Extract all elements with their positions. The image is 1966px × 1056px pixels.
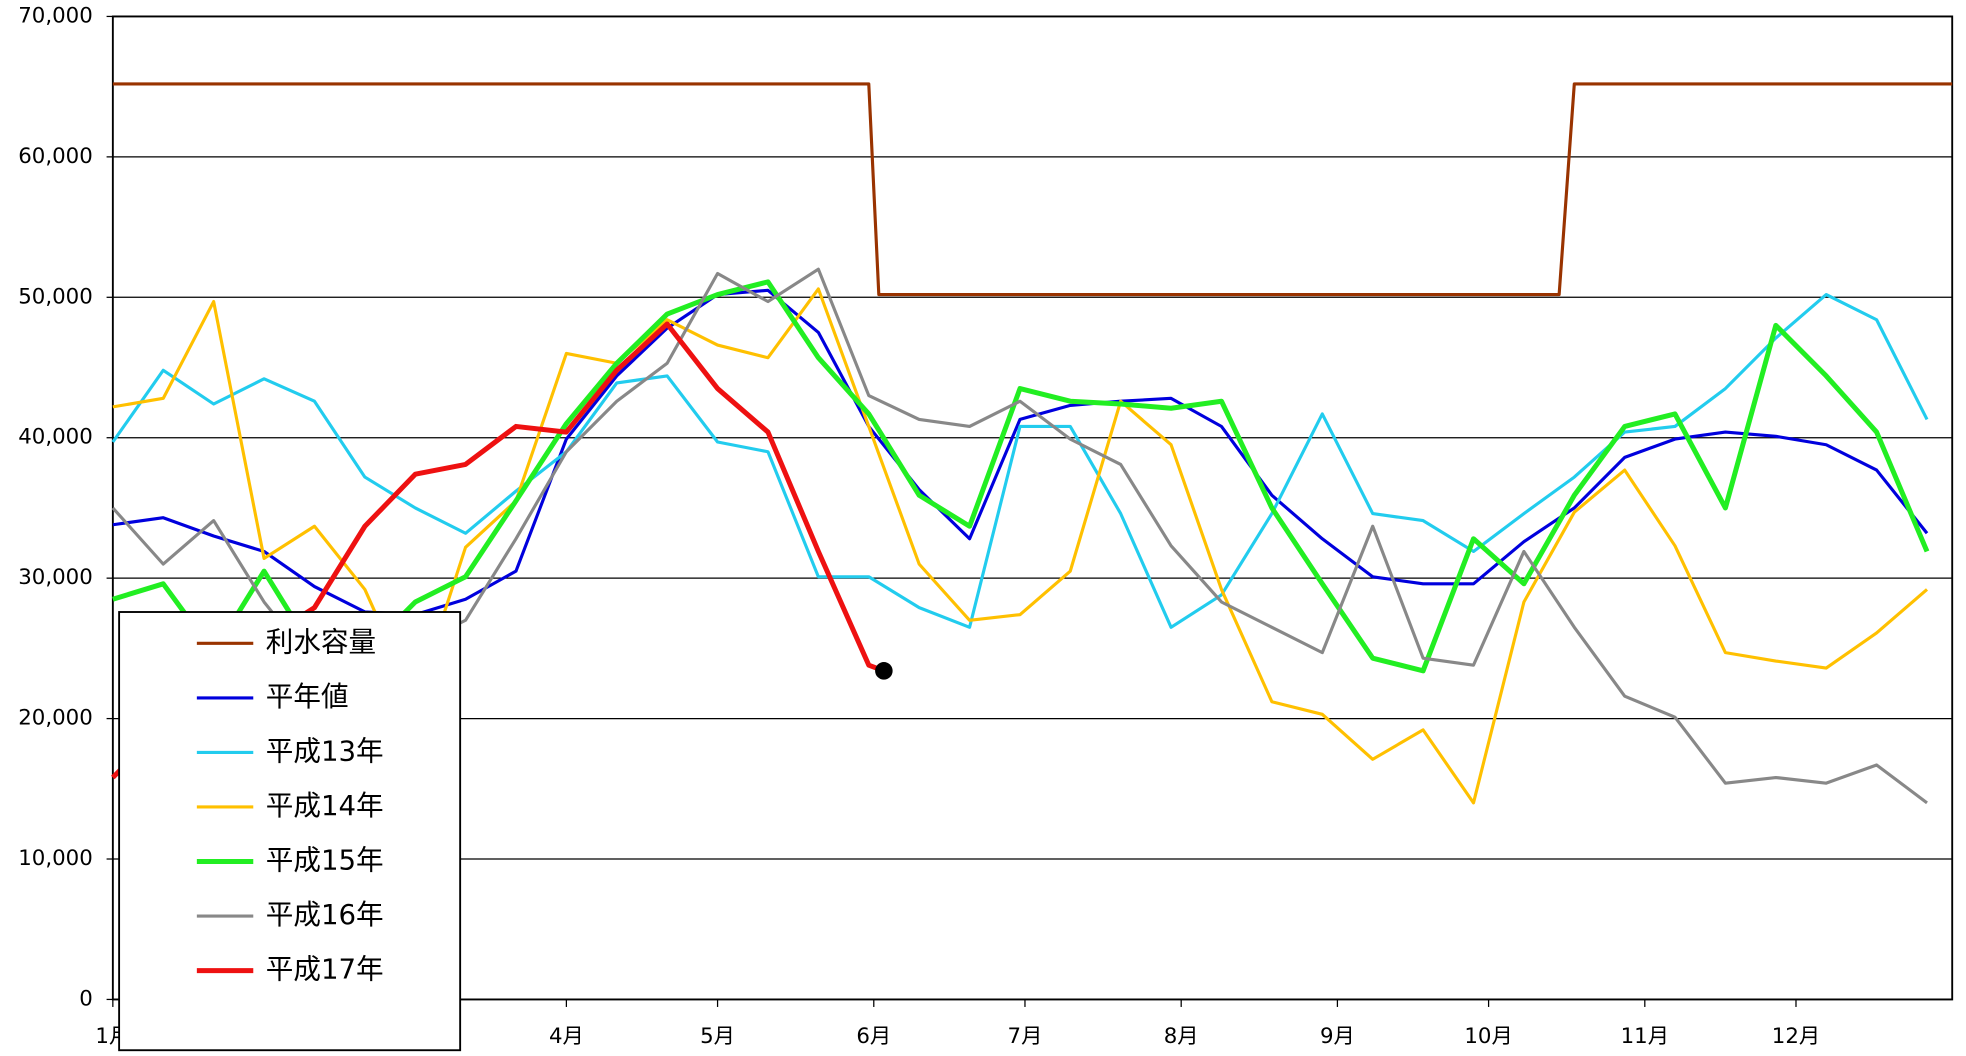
x-tick-label: 9月 <box>1320 1024 1355 1049</box>
series-line <box>111 292 1929 629</box>
series-line <box>112 279 1930 674</box>
y-tick-label: 20,000 <box>18 706 93 731</box>
y-tick-label: 40,000 <box>18 425 93 450</box>
y-tick-label: 50,000 <box>18 284 93 309</box>
x-tick-label: 11月 <box>1621 1024 1669 1049</box>
y-tick-label: 60,000 <box>18 144 93 169</box>
legend-label: 利水容量 <box>266 625 376 658</box>
y-tick-label: 10,000 <box>18 846 93 871</box>
y-tick-label: 0 <box>79 986 93 1011</box>
x-tick-label: 5月 <box>700 1024 735 1049</box>
legend-label: 平成15年 <box>266 844 384 877</box>
x-tick-label: 4月 <box>549 1024 584 1049</box>
legend-label: 平成17年 <box>266 953 384 986</box>
x-tick-label: 6月 <box>856 1024 891 1049</box>
y-tick-label: 70,000 <box>18 3 93 28</box>
x-tick-label: 7月 <box>1008 1024 1043 1049</box>
y-tick-label: 30,000 <box>18 565 93 590</box>
x-tick-label: 10月 <box>1464 1024 1512 1049</box>
legend-label: 平成16年 <box>266 898 384 931</box>
legend-label: 平年値 <box>266 680 349 713</box>
legend-label: 平成14年 <box>266 789 384 822</box>
x-tick-label: 12月 <box>1772 1024 1820 1049</box>
legend-box <box>118 611 462 1052</box>
series-line <box>112 82 1953 297</box>
series-line <box>112 288 1929 617</box>
legend-label: 平成13年 <box>266 734 384 767</box>
end-marker <box>875 662 893 680</box>
x-tick-label: 8月 <box>1164 1024 1199 1049</box>
